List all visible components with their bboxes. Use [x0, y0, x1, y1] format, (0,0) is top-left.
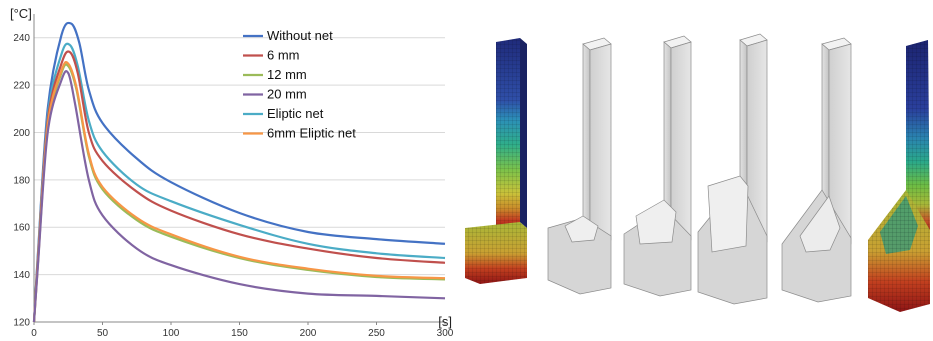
legend-entry: 6 mm — [267, 48, 300, 63]
render-gray-3 — [697, 33, 768, 305]
legend-entry: 6mm Eliptic net — [267, 126, 356, 141]
x-tick-label: 250 — [368, 328, 385, 339]
y-tick-label: 180 — [13, 175, 30, 186]
x-tick-label: 200 — [300, 328, 317, 339]
series-line-3 — [32, 70, 446, 323]
legend-entry: Without net — [267, 28, 333, 43]
grid — [34, 37, 445, 276]
y-tick-label: 200 — [13, 128, 30, 139]
x-tick-label: 300 — [437, 328, 454, 339]
legend-entry: 12 mm — [267, 67, 307, 82]
render-heatmap-right — [868, 40, 930, 312]
legend-entry: 20 mm — [267, 87, 307, 102]
y-tick-label: 240 — [13, 33, 30, 44]
render-gray-4 — [781, 37, 852, 303]
x-axis-label: [s] — [438, 314, 452, 329]
x-tick-label: 150 — [231, 328, 248, 339]
x-tick-label: 50 — [97, 328, 109, 339]
render-gray-1 — [547, 37, 612, 295]
legend: Without net 6 mm 12 mm 20 mm Eliptic net 6mm … — [243, 28, 356, 141]
render-heatmap-left — [465, 38, 527, 284]
fem-renders — [465, 33, 930, 312]
y-tick-label: 120 — [13, 318, 30, 329]
render-gray-2 — [623, 35, 692, 297]
x-tick-label: 100 — [163, 328, 180, 339]
x-tick-label: 0 — [31, 328, 37, 339]
series-lines — [32, 21, 446, 323]
y-tick-label: 140 — [13, 270, 30, 281]
series-line-1 — [32, 50, 446, 323]
axes: 120 140 160 180 200 220 240 0 50 100 150 200 250 300 — [13, 14, 454, 339]
y-tick-label: 160 — [13, 223, 30, 234]
y-axis-label: [°C] — [10, 6, 32, 21]
y-tick-label: 220 — [13, 81, 30, 92]
legend-entry: Eliptic net — [267, 106, 324, 121]
